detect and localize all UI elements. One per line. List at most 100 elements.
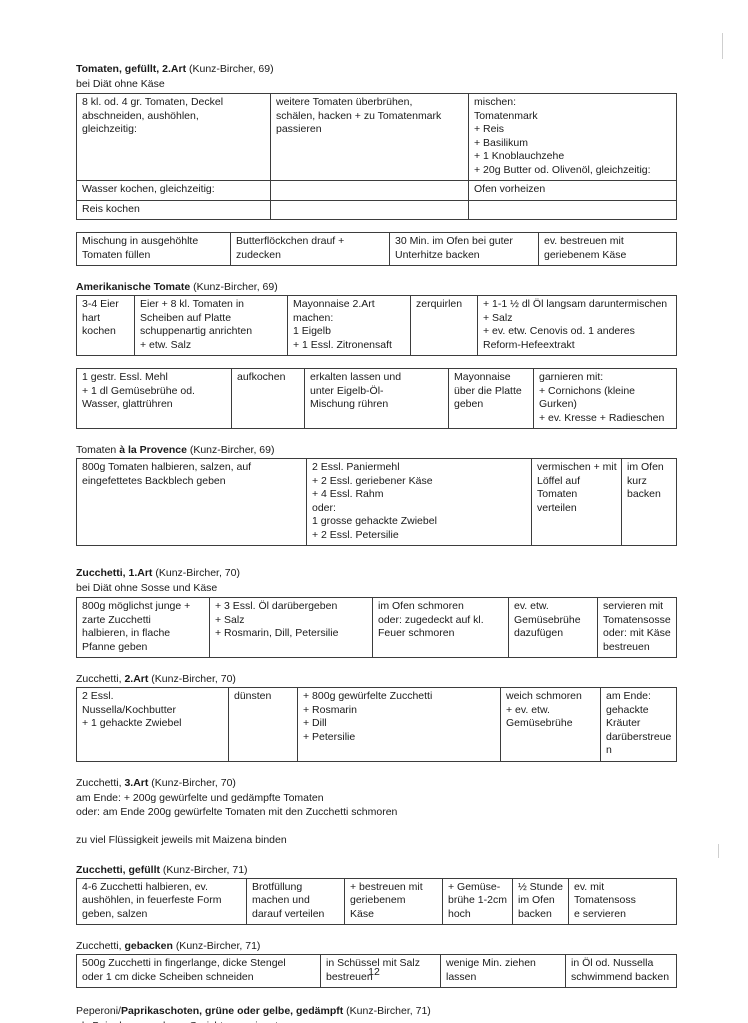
table-cell: + 3 Essl. Öl darübergeben + Salz + Rosmari… [209, 597, 373, 658]
table-cell: dünsten [228, 687, 298, 762]
table-cell: in Öl od. Nussella schwimmend backen [565, 954, 677, 988]
recipe-note: zu viel Flüssigkeit jeweils mit Maizena … [76, 833, 287, 846]
recipe-source: (Kunz-Bircher, 69) [188, 63, 274, 75]
recipe-title: Amerikanische Tomate [76, 281, 191, 293]
table-row: 1 gestr. Essl. Mehl + 1 dl Gemüsebrühe od… [76, 368, 677, 429]
recipe-title: à la Provence [119, 444, 187, 456]
table-cell: in Schüssel mit Salz bestreuen [320, 954, 441, 988]
table-cell: zerquirlen [410, 295, 478, 356]
table-cell: im Ofen kurz backen [621, 458, 677, 546]
recipe-sheet: Tomaten, gefüllt, 2.Art (Kunz-Bircher, 6… [76, 62, 677, 1023]
recipe-block-zucchetti-1art: Zucchetti, 1.Art (Kunz-Bircher, 70) bei D… [76, 566, 677, 658]
table-cell: ev. mit Tomatensoss e servieren [568, 877, 677, 925]
recipe-table-zucchetti-gebacken-main: 500g Zucchetti in fingerlange, dicke Ste… [76, 954, 677, 988]
recipe-block-peperoni-paprikaschoten: Peperoni/Paprikaschoten, grüne oder gelb… [76, 1004, 676, 1023]
table-cell: vermischen + mit Löffel auf Tomaten vertei… [531, 458, 622, 546]
table-cell: wenige Min. ziehen lassen [440, 954, 566, 988]
recipe-title: Paprikaschoten, grüne oder gelbe, gedämp… [120, 1005, 344, 1017]
recipe-table-zucchetti-gefuellt-main: 4-6 Zucchetti halbieren, ev. aushöhlen, i… [76, 877, 677, 926]
recipe-heading: Zucchetti, gebacken (Kunz-Bircher, 71) [76, 939, 676, 953]
table-cell: im Ofen schmoren oder: zugedeckt auf kl. F… [372, 597, 509, 658]
recipe-title: 3.Art [124, 776, 149, 789]
recipe-line: am Ende: + 200g gewürfelte und gedämpfte… [76, 791, 324, 804]
recipe-subtitle: als Beigabe zu anderen Gerichten geeigne… [76, 1019, 676, 1023]
table-cell: weitere Tomaten überbrühen, schälen, hack… [270, 93, 469, 181]
table-cell [270, 180, 469, 201]
table-cell: 2 Essl. Paniermehl + 2 Essl. geriebener K… [306, 458, 532, 546]
table-row: 2 Essl. Nussella/Kochbutter + 1 gehackte Z… [76, 687, 677, 762]
table-cell: erkalten lassen und unter Eigelb-Öl- Misch… [304, 368, 449, 429]
table-cell: 500g Zucchetti in fingerlange, dicke Ste… [76, 954, 321, 988]
recipe-title: 2.Art [124, 673, 149, 685]
recipe-subtitle: bei Diät ohne Käse [76, 78, 165, 90]
block-spacer [76, 988, 676, 1004]
block-spacer [76, 847, 676, 863]
table-row: 8 kl. od. 4 gr. Tomaten, Deckel abschneid… [76, 93, 677, 181]
recipe-heading: Tomaten à la Provence (Kunz-Bircher, 69) [76, 443, 676, 457]
recipe-title: gebacken [124, 940, 173, 952]
table-cell: Mischung in ausgehöhlte Tomaten füllen [76, 232, 231, 266]
table-cell: 2 Essl. Nussella/Kochbutter + 1 gehackte Z… [76, 687, 229, 762]
table-cell: + 800g gewürfelte Zucchetti + Rosmarin + D… [297, 687, 501, 762]
table-row: 3-4 Eier hart kochen Eier + 8 kl. Tomaten i… [76, 295, 677, 356]
table-cell: 800g Tomaten halbieren, salzen, auf einge… [76, 458, 307, 546]
recipe-title-prefix: Zucchetti, [76, 673, 125, 685]
recipe-source: (Kunz-Bircher, 69) [193, 281, 278, 293]
table-cell: 800g möglichst junge + zarte Zucchetti hal… [76, 597, 210, 658]
block-spacer [76, 429, 676, 443]
recipe-heading: Zucchetti, 3.Art (Kunz-Bircher, 70) [76, 776, 676, 790]
table-row: 800g möglichst junge + zarte Zucchetti hal… [76, 597, 677, 658]
recipe-source: (Kunz-Bircher, 70) [151, 776, 236, 789]
table-cell: + bestreuen mit geriebenem Käse [344, 877, 443, 925]
table-cell: aufkochen [231, 368, 305, 429]
recipe-title-prefix: Tomaten [76, 444, 120, 456]
table-row: 4-6 Zucchetti halbieren, ev. aushöhlen, i… [76, 877, 677, 925]
table-cell: + Gemüse-brühe 1-2cm hoch [442, 877, 513, 925]
table-cell: 4-6 Zucchetti halbieren, ev. aushöhlen, i… [76, 877, 247, 925]
recipe-source: (Kunz-Bircher, 70) [151, 673, 236, 685]
table-cell: Butterflöckchen drauf + zudecken [230, 232, 390, 266]
note-spacer [76, 819, 676, 833]
recipe-heading: Tomaten, gefüllt, 2.Art (Kunz-Bircher, 6… [76, 62, 676, 76]
table-cell [270, 199, 469, 220]
recipe-table-provence-main: 800g Tomaten halbieren, salzen, auf einge… [76, 458, 677, 546]
table-row: 800g Tomaten halbieren, salzen, auf einge… [76, 458, 677, 546]
recipe-title: Zucchetti, 1.Art [76, 567, 153, 579]
recipe-heading: Amerikanische Tomate (Kunz-Bircher, 69) [76, 280, 676, 294]
recipe-title-prefix: Zucchetti, [76, 940, 125, 952]
recipe-block-amerikanische-tomate: Amerikanische Tomate (Kunz-Bircher, 69) 3… [76, 280, 677, 429]
table-cell: Eier + 8 kl. Tomaten in Scheiben auf Plat… [134, 295, 288, 356]
recipe-table-zucchetti-1art-main: 800g möglichst junge + zarte Zucchetti hal… [76, 597, 677, 658]
recipe-subtitle: bei Diät ohne Sosse und Käse [76, 582, 218, 594]
recipe-heading: Zucchetti, gefüllt (Kunz-Bircher, 71) [76, 863, 676, 877]
scan-artifact [718, 844, 719, 858]
block-spacer [76, 546, 676, 566]
recipe-table-amerikanische-tomate-sauce: 1 gestr. Essl. Mehl + 1 dl Gemüsebrühe od… [76, 368, 677, 429]
recipe-block-zucchetti-gefuellt: Zucchetti, gefüllt (Kunz-Bircher, 71) 4-6… [76, 863, 677, 926]
recipe-source: (Kunz-Bircher, 71) [175, 940, 261, 952]
scan-artifact [722, 33, 723, 59]
table-cell: 3-4 Eier hart kochen [76, 295, 135, 356]
table-cell: Reis kochen [76, 199, 271, 220]
table-row: Mischung in ausgehöhlte Tomaten füllen But… [76, 232, 677, 266]
recipe-table-zucchetti-2art-main: 2 Essl. Nussella/Kochbutter + 1 gehackte Z… [76, 687, 677, 762]
recipe-table-tomaten-gefuellt-main: 8 kl. od. 4 gr. Tomaten, Deckel abschneid… [76, 93, 677, 220]
table-cell: 8 kl. od. 4 gr. Tomaten, Deckel abschneid… [76, 93, 271, 181]
table-cell: Mayonnaise 2.Art machen: 1 Eigelb + 1 Essl.… [287, 295, 411, 356]
table-cell: garnieren mit: + Cornichons (kleine Gurke… [533, 368, 677, 429]
recipe-table-amerikanische-tomate-main: 3-4 Eier hart kochen Eier + 8 kl. Tomaten i… [76, 295, 677, 356]
table-row: Wasser kochen, gleichzeitig: Ofen vorheiz… [76, 180, 677, 201]
table-cell: 1 gestr. Essl. Mehl + 1 dl Gemüsebrühe od… [76, 368, 232, 429]
block-spacer [76, 266, 676, 280]
table-spacer [76, 356, 676, 368]
table-cell: mischen: Tomatenmark + Reis + Basilikum + 1 … [468, 93, 677, 181]
table-cell: Brotfüllung machen und darauf verteilen [246, 877, 345, 925]
recipe-source: (Kunz-Bircher, 71) [346, 1005, 431, 1017]
recipe-block-zucchetti-gebacken: Zucchetti, gebacken (Kunz-Bircher, 71) 50… [76, 939, 677, 988]
recipe-heading: Peperoni/Paprikaschoten, grüne oder gelb… [76, 1004, 676, 1018]
recipe-source: (Kunz-Bircher, 70) [155, 567, 240, 579]
recipe-line: oder: am Ende 200g gewürfelte Tomaten mi… [76, 805, 398, 818]
recipe-source: (Kunz-Bircher, 71) [162, 863, 248, 876]
table-cell: ½ Stunde im Ofen backen [512, 877, 569, 925]
